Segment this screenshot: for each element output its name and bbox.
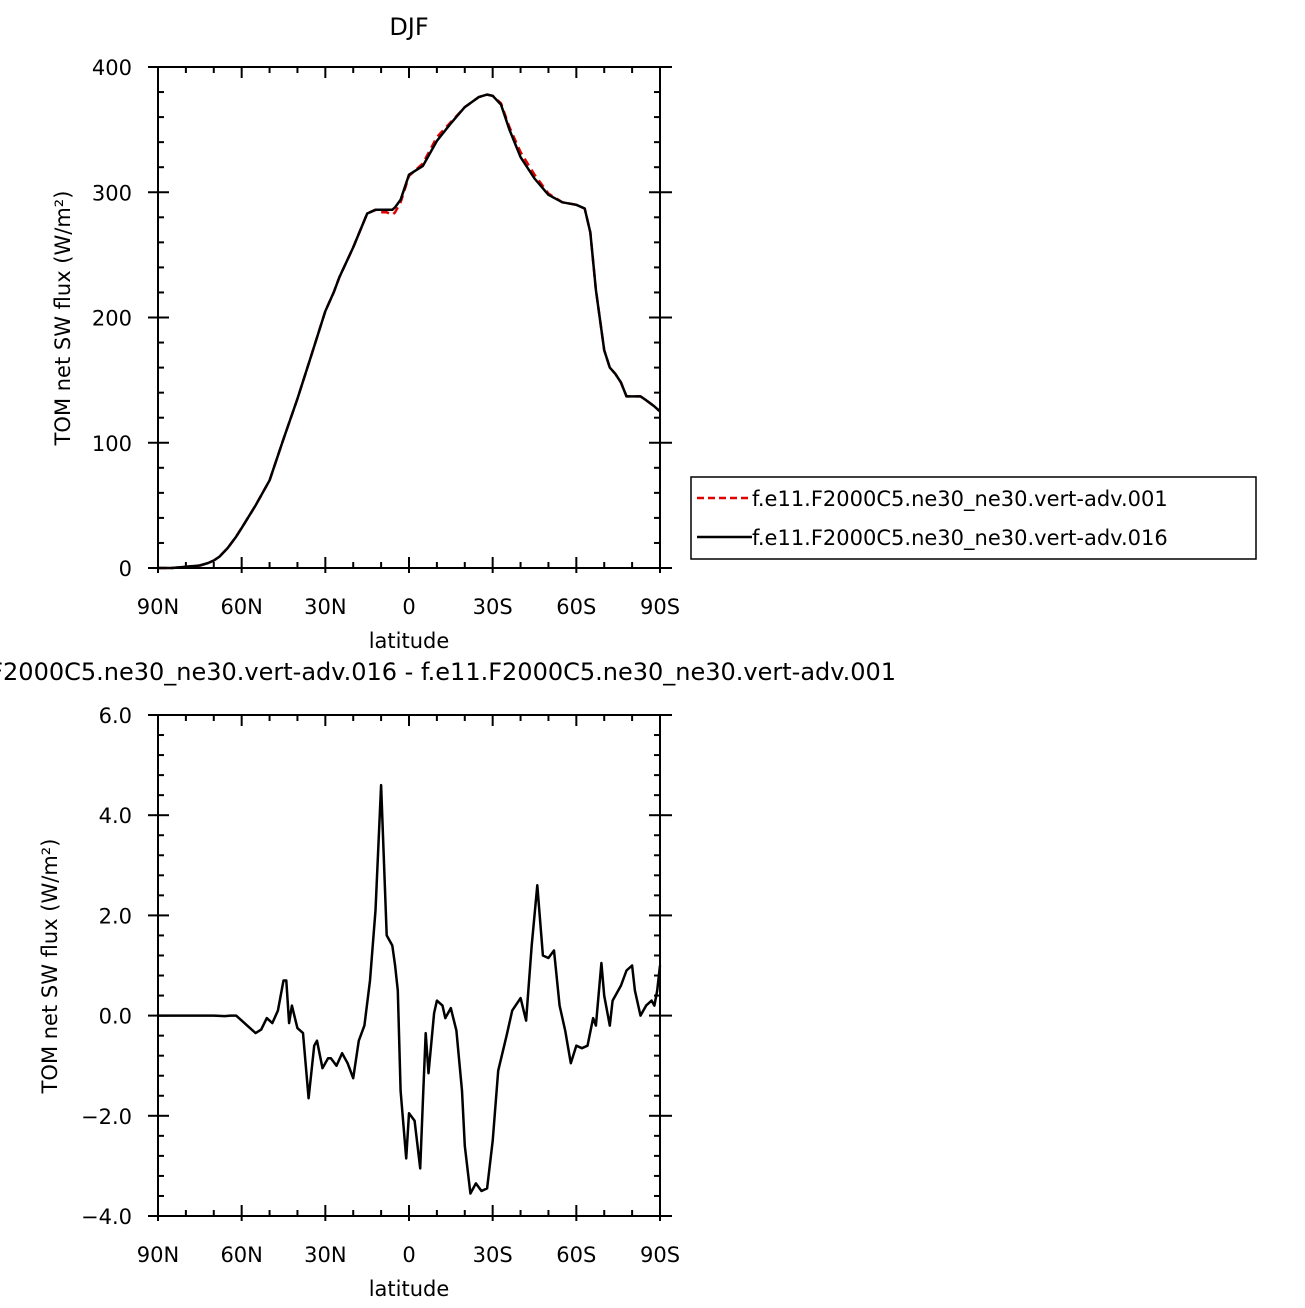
top-chart-frame [157,66,661,569]
legend: f.e11.F2000C5.ne30_ne30.vert-adv.001 f.e… [690,476,1257,560]
top-series-line-1 [158,93,661,570]
legend-label-series-1: f.e11.F2000C5.ne30_ne30.vert-adv.001 [752,487,1168,512]
bottom-xtick-label: 30N [304,1243,346,1267]
top-panel: DJF TOM net SW flux (W/m²) latitude 90N 6… [51,13,680,653]
bottom-ytick-label: 2.0 [99,904,132,928]
top-ytick-label: 200 [92,307,132,331]
top-ytick-label: 400 [92,56,132,80]
top-chart-ylabel: TOM net SW flux (W/m²) [51,191,75,447]
top-chart-title: DJF [389,13,428,41]
top-ytick-label: 300 [92,181,132,205]
bottom-ytick-label: 4.0 [99,804,132,828]
bottom-chart-title: f.e11.F2000C5.ne30_ne30.vert-adv.016 - f… [0,658,896,686]
bottom-ytick-label: 0.0 [99,1005,132,1029]
bottom-xtick-label: 60S [556,1243,596,1267]
top-xtick-label: 30N [304,595,346,619]
bottom-series-line-1 [158,783,662,1195]
bottom-ytick-label: −2.0 [81,1105,132,1129]
bottom-xtick-label: 30S [473,1243,513,1267]
bottom-ytick-label: −4.0 [81,1205,132,1229]
top-ytick-label: 100 [92,432,132,456]
top-xtick-label: 90S [640,595,680,619]
top-xtick-label: 0 [402,595,415,619]
bottom-xtick-label: 90S [640,1243,680,1267]
top-xtick-label: 60S [556,595,596,619]
legend-label-series-2: f.e11.F2000C5.ne30_ne30.vert-adv.016 [752,526,1168,551]
bottom-ytick-label: 6.0 [99,704,132,728]
top-series-line-2 [158,93,661,570]
top-xtick-label: 60N [220,595,262,619]
top-ytick-label: 0 [119,557,132,581]
top-chart-xlabel: latitude [369,629,450,653]
bottom-xtick-label: 90N [137,1243,179,1267]
bottom-chart-frame [157,714,661,1217]
legend-box [690,476,1257,560]
bottom-panel: f.e11.F2000C5.ne30_ne30.vert-adv.016 - f… [0,658,896,1301]
bottom-xtick-label: 0 [402,1243,415,1267]
top-xtick-label: 30S [473,595,513,619]
bottom-xtick-label: 60N [220,1243,262,1267]
top-xtick-label: 90N [137,595,179,619]
bottom-chart-ylabel: TOM net SW flux (W/m²) [38,839,62,1095]
bottom-chart-xlabel: latitude [369,1277,450,1301]
